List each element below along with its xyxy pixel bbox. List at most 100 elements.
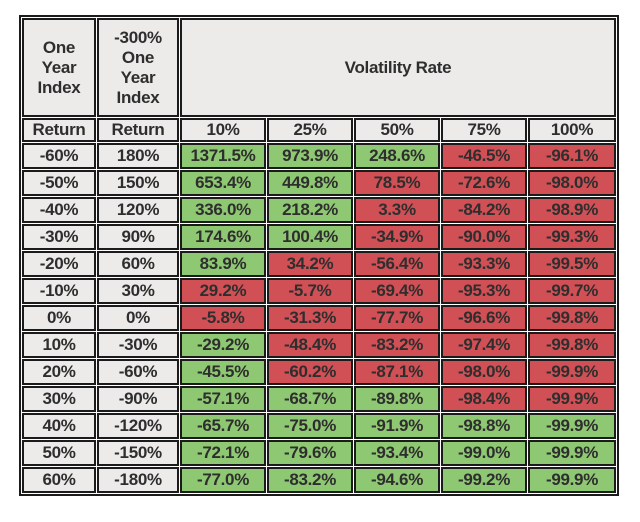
value-cell: -77.7% (354, 305, 440, 331)
value-cell: -84.2% (441, 197, 527, 223)
value-cell: 3.3% (354, 197, 440, 223)
value-cell: -69.4% (354, 278, 440, 304)
value-cell: -34.9% (354, 224, 440, 250)
value-cell: -87.1% (354, 359, 440, 385)
value-cell: -99.9% (528, 440, 616, 466)
value-cell: -89.8% (354, 386, 440, 412)
leveraged-return-cell: -30% (97, 332, 179, 358)
value-cell: -72.6% (441, 170, 527, 196)
value-cell: -68.7% (267, 386, 353, 412)
value-cell: -31.3% (267, 305, 353, 331)
value-cell: -56.4% (354, 251, 440, 277)
value-cell: -75.0% (267, 413, 353, 439)
table-row: -50% 150% 653.4% 449.8% 78.5% -72.6% -98.0% (22, 170, 616, 196)
index-return-cell: -30% (22, 224, 96, 250)
value-cell: -79.6% (267, 440, 353, 466)
value-cell: 336.0% (180, 197, 266, 223)
value-cell: -57.1% (180, 386, 266, 412)
value-cell: 248.6% (354, 143, 440, 169)
value-cell: 973.9% (267, 143, 353, 169)
leveraged-return-cell: 0% (97, 305, 179, 331)
index-return-cell: 20% (22, 359, 96, 385)
table-row: -10% 30% 29.2% -5.7% -69.4% -95.3% -99.7% (22, 278, 616, 304)
table-row: 60% -180% -77.0% -83.2% -94.6% -99.2% -99.9% (22, 467, 616, 493)
value-cell: 218.2% (267, 197, 353, 223)
value-cell: -46.5% (441, 143, 527, 169)
table-row: 50% -150% -72.1% -79.6% -93.4% -99.0% -99.9% (22, 440, 616, 466)
value-cell: -83.2% (354, 332, 440, 358)
value-cell: -77.0% (180, 467, 266, 493)
index-return-cell: -40% (22, 197, 96, 223)
value-cell: -99.5% (528, 251, 616, 277)
volatility-rate-group-header: Volatility Rate (180, 18, 616, 117)
value-cell: 449.8% (267, 170, 353, 196)
table-row: 30% -90% -57.1% -68.7% -89.8% -98.4% -99.9% (22, 386, 616, 412)
leveraged-return-cell: -120% (97, 413, 179, 439)
table-row: -60% 180% 1371.5% 973.9% 248.6% -46.5% -96.1% (22, 143, 616, 169)
value-cell: -99.0% (441, 440, 527, 466)
value-cell: -60.2% (267, 359, 353, 385)
value-cell: -91.9% (354, 413, 440, 439)
value-cell: -5.8% (180, 305, 266, 331)
value-cell: -99.9% (528, 467, 616, 493)
table-row: 0% 0% -5.8% -31.3% -77.7% -96.6% -99.8% (22, 305, 616, 331)
value-cell: -98.8% (441, 413, 527, 439)
value-cell: -98.0% (528, 170, 616, 196)
value-cell: -98.4% (441, 386, 527, 412)
col-header-one-year-index: One Year Index (22, 18, 96, 117)
leveraged-return-cell: 60% (97, 251, 179, 277)
col-header-neg300-one-year-index: -300% One Year Index (97, 18, 179, 117)
index-return-cell: 60% (22, 467, 96, 493)
index-return-cell: 50% (22, 440, 96, 466)
leveraged-return-cell: 30% (97, 278, 179, 304)
top-header-row: One Year Index -300% One Year Index Vola… (22, 18, 616, 117)
leveraged-return-cell: 120% (97, 197, 179, 223)
col2-return-header: Return (97, 118, 179, 142)
value-cell: -72.1% (180, 440, 266, 466)
index-return-cell: 40% (22, 413, 96, 439)
value-cell: 1371.5% (180, 143, 266, 169)
value-cell: 78.5% (354, 170, 440, 196)
value-cell: -98.9% (528, 197, 616, 223)
leveraged-return-cell: 180% (97, 143, 179, 169)
table-row: -20% 60% 83.9% 34.2% -56.4% -93.3% -99.5% (22, 251, 616, 277)
value-cell: 100.4% (267, 224, 353, 250)
value-cell: -98.0% (441, 359, 527, 385)
value-cell: -96.6% (441, 305, 527, 331)
value-cell: 653.4% (180, 170, 266, 196)
value-cell: -65.7% (180, 413, 266, 439)
subheader-row: Return Return 10% 25% 50% 75% 100% (22, 118, 616, 142)
value-cell: 83.9% (180, 251, 266, 277)
value-cell: -95.3% (441, 278, 527, 304)
leveraged-return-cell: -150% (97, 440, 179, 466)
vol-col-header: 100% (528, 118, 616, 142)
value-cell: -94.6% (354, 467, 440, 493)
vol-col-header: 10% (180, 118, 266, 142)
value-cell: -99.2% (441, 467, 527, 493)
index-return-cell: 0% (22, 305, 96, 331)
value-cell: -93.3% (441, 251, 527, 277)
index-return-cell: 10% (22, 332, 96, 358)
value-cell: -48.4% (267, 332, 353, 358)
index-return-cell: -10% (22, 278, 96, 304)
index-return-cell: -60% (22, 143, 96, 169)
value-cell: -93.4% (354, 440, 440, 466)
value-cell: -96.1% (528, 143, 616, 169)
value-cell: -99.7% (528, 278, 616, 304)
value-cell: -90.0% (441, 224, 527, 250)
index-return-cell: -50% (22, 170, 96, 196)
col1-return-header: Return (22, 118, 96, 142)
index-return-cell: 30% (22, 386, 96, 412)
value-cell: -99.9% (528, 359, 616, 385)
value-cell: -99.8% (528, 305, 616, 331)
volatility-table-wrapper: One Year Index -300% One Year Index Vola… (19, 15, 619, 496)
volatility-table: One Year Index -300% One Year Index Vola… (19, 15, 619, 496)
leveraged-return-cell: -180% (97, 467, 179, 493)
value-cell: -97.4% (441, 332, 527, 358)
leveraged-return-cell: -60% (97, 359, 179, 385)
leveraged-return-cell: -90% (97, 386, 179, 412)
table-row: 10% -30% -29.2% -48.4% -83.2% -97.4% -99.8% (22, 332, 616, 358)
vol-col-header: 50% (354, 118, 440, 142)
leveraged-return-cell: 90% (97, 224, 179, 250)
